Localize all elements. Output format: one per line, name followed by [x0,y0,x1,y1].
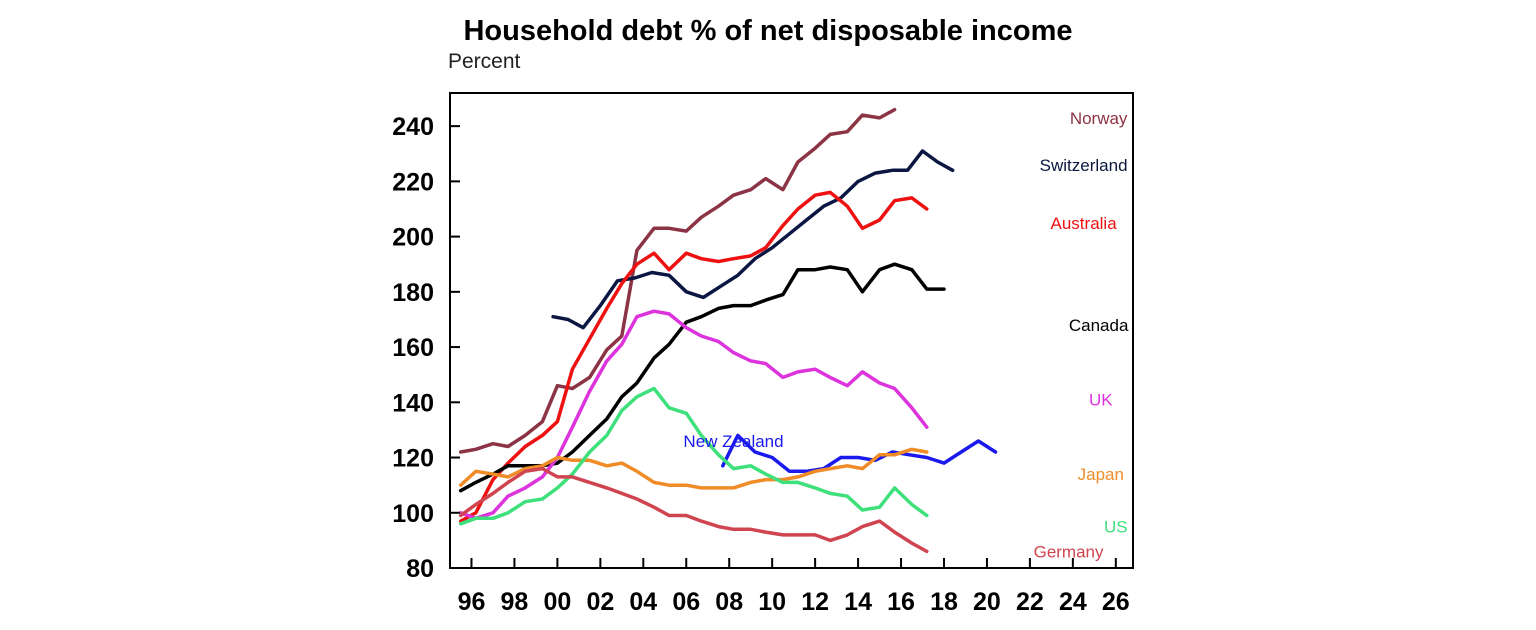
series-label-germany: Germany [1034,542,1104,561]
series-line-uk [458,309,929,521]
series-labels: Norway Switzerland Australia Canada UK New Ze… [683,109,1129,562]
y-tick-label: 200 [392,224,434,252]
y-tick-label: 120 [392,445,434,473]
x-tick-label: 16 [887,588,915,616]
series-line-us [458,386,929,526]
x-tick-label: 12 [801,588,829,616]
x-tick-label: 00 [543,588,571,616]
y-axis-ticks: 80 100 120 140 160 180 200 220 240 [392,113,460,583]
x-tick-label: 02 [586,588,614,616]
series-line-australia [458,190,929,523]
x-tick-label: 14 [844,588,872,616]
y-tick-label: 140 [392,389,434,417]
series-label-us: US [1104,518,1128,537]
series-label-norway: Norway [1070,109,1128,128]
x-tick-label: 18 [930,588,958,616]
series-label-new-zealand: New Zealand [683,432,783,451]
x-tick-label: 24 [1059,588,1087,616]
series-lines [458,107,998,554]
series-label-canada: Canada [1069,316,1129,335]
x-tick-label: 96 [458,588,486,616]
plot-frame [449,92,1134,569]
series-label-switzerland: Switzerland [1040,156,1128,175]
series-line-new-zealand [721,433,998,474]
series-label-japan: Japan [1078,465,1124,484]
y-tick-label: 220 [392,168,434,196]
y-tick-label: 80 [406,555,434,583]
x-tick-label: 06 [672,588,700,616]
series-line-germany [458,466,929,554]
y-tick-label: 160 [392,334,434,362]
chart-title: Household debt % of net disposable incom… [463,15,1072,47]
x-tick-label: 10 [758,588,786,616]
y-tick-label: 100 [392,500,434,528]
x-tick-label: 22 [1016,588,1044,616]
y-tick-label: 240 [392,113,434,141]
x-tick-label: 08 [715,588,743,616]
series-line-norway [458,107,897,454]
y-tick-label: 180 [392,279,434,307]
x-tick-label: 26 [1102,588,1130,616]
y-axis-unit: Percent [448,50,521,73]
series-label-uk: UK [1089,391,1113,410]
series-line-switzerland [551,149,955,330]
x-tick-label: 98 [501,588,529,616]
series-label-australia: Australia [1051,214,1118,233]
x-tick-label: 04 [629,588,657,616]
x-axis-ticks: 96 98 00 02 04 06 08 10 12 14 16 18 20 22 24 26 [458,558,1130,616]
series-line-japan [458,447,929,490]
x-tick-label: 20 [973,588,1001,616]
